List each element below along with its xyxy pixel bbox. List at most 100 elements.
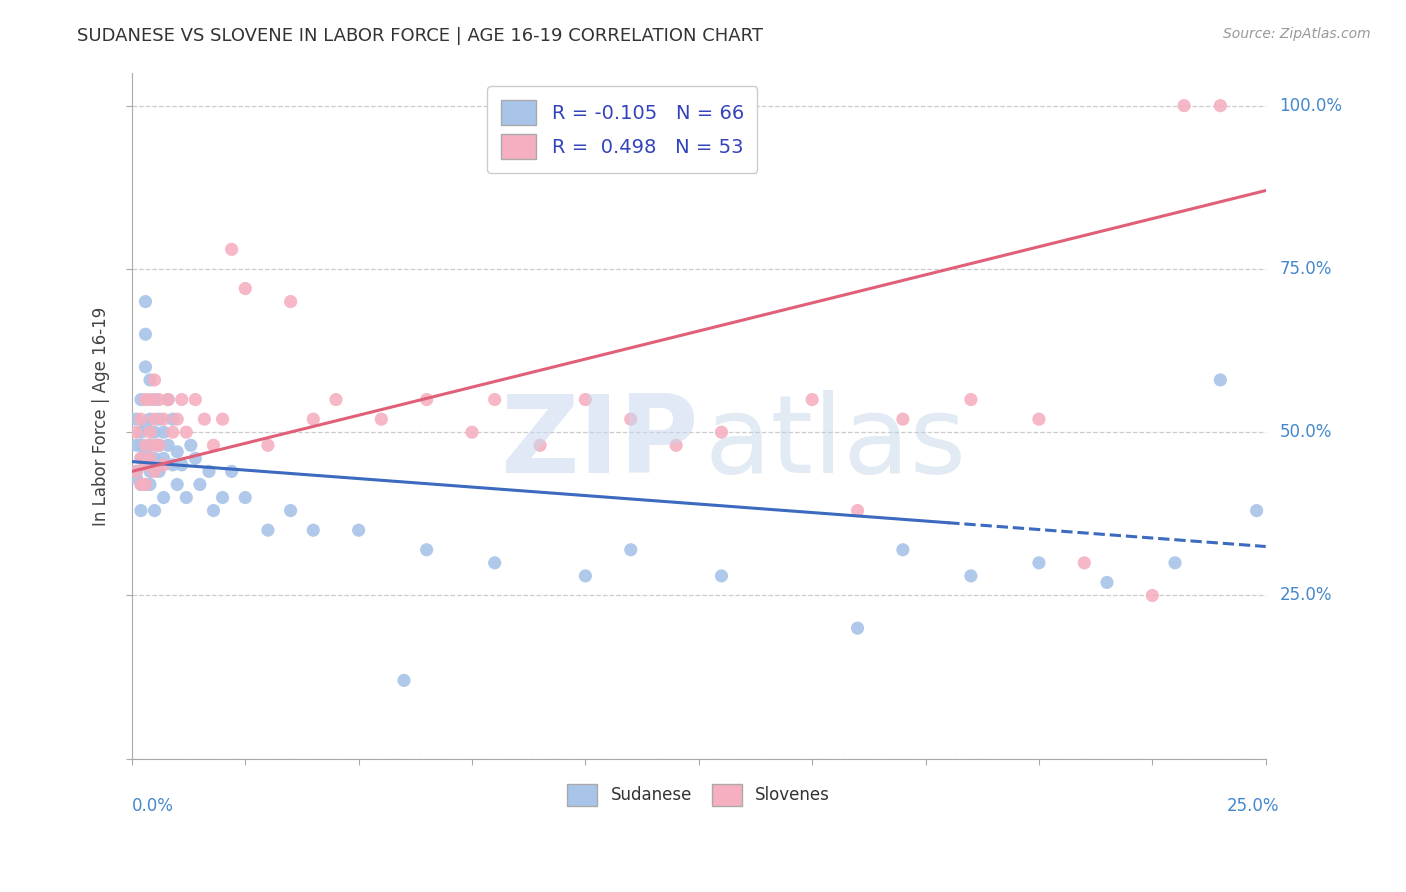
- Point: [134, 458, 156, 472]
- Point: [129, 477, 152, 491]
- Point: [620, 412, 643, 426]
- Point: [157, 392, 180, 407]
- Point: [125, 464, 148, 478]
- Point: [139, 451, 162, 466]
- Text: atlas: atlas: [704, 391, 966, 496]
- Point: [1209, 373, 1232, 387]
- Point: [170, 458, 193, 472]
- Point: [221, 243, 243, 257]
- Point: [143, 438, 166, 452]
- Point: [139, 477, 162, 491]
- Point: [257, 523, 280, 537]
- Point: [152, 412, 174, 426]
- Point: [134, 477, 156, 491]
- Point: [1209, 98, 1232, 112]
- Point: [620, 542, 643, 557]
- Point: [125, 425, 148, 440]
- Text: Source: ZipAtlas.com: Source: ZipAtlas.com: [1223, 27, 1371, 41]
- Point: [162, 458, 184, 472]
- Point: [801, 392, 824, 407]
- Point: [1246, 503, 1268, 517]
- Y-axis label: In Labor Force | Age 16-19: In Labor Force | Age 16-19: [93, 306, 110, 525]
- Point: [143, 412, 166, 426]
- Point: [139, 412, 162, 426]
- Point: [134, 458, 156, 472]
- Point: [129, 392, 152, 407]
- Point: [280, 294, 302, 309]
- Text: 25.0%: 25.0%: [1227, 797, 1279, 814]
- Point: [280, 503, 302, 517]
- Point: [221, 464, 243, 478]
- Point: [152, 451, 174, 466]
- Point: [211, 491, 233, 505]
- Point: [302, 523, 325, 537]
- Point: [143, 503, 166, 517]
- Point: [166, 445, 188, 459]
- Point: [710, 569, 733, 583]
- Point: [1028, 556, 1050, 570]
- Point: [143, 373, 166, 387]
- Point: [157, 392, 180, 407]
- Point: [233, 281, 256, 295]
- Point: [139, 425, 162, 440]
- Point: [148, 438, 170, 452]
- Text: 75.0%: 75.0%: [1279, 260, 1331, 278]
- Point: [710, 425, 733, 440]
- Text: 50.0%: 50.0%: [1279, 423, 1331, 442]
- Point: [574, 392, 596, 407]
- Point: [325, 392, 347, 407]
- Point: [170, 392, 193, 407]
- Point: [233, 491, 256, 505]
- Point: [125, 412, 148, 426]
- Point: [139, 392, 162, 407]
- Point: [129, 451, 152, 466]
- Point: [143, 464, 166, 478]
- Point: [166, 477, 188, 491]
- Point: [846, 503, 869, 517]
- Point: [129, 503, 152, 517]
- Point: [134, 438, 156, 452]
- Point: [152, 491, 174, 505]
- Point: [134, 359, 156, 374]
- Point: [1073, 556, 1095, 570]
- Point: [139, 438, 162, 452]
- Point: [143, 392, 166, 407]
- Point: [148, 464, 170, 478]
- Point: [891, 412, 914, 426]
- Point: [302, 412, 325, 426]
- Point: [415, 392, 437, 407]
- Point: [891, 542, 914, 557]
- Point: [1173, 98, 1195, 112]
- Text: ZIP: ZIP: [501, 391, 699, 496]
- Point: [152, 458, 174, 472]
- Point: [174, 491, 197, 505]
- Point: [484, 556, 506, 570]
- Point: [1164, 556, 1187, 570]
- Point: [665, 438, 688, 452]
- Point: [188, 477, 211, 491]
- Point: [180, 438, 202, 452]
- Point: [960, 569, 983, 583]
- Point: [143, 451, 166, 466]
- Point: [370, 412, 392, 426]
- Point: [129, 451, 152, 466]
- Point: [1028, 412, 1050, 426]
- Point: [139, 464, 162, 478]
- Point: [162, 425, 184, 440]
- Point: [125, 471, 148, 485]
- Point: [184, 451, 207, 466]
- Point: [529, 438, 551, 452]
- Text: SUDANESE VS SLOVENE IN LABOR FORCE | AGE 16-19 CORRELATION CHART: SUDANESE VS SLOVENE IN LABOR FORCE | AGE…: [77, 27, 763, 45]
- Point: [134, 294, 156, 309]
- Point: [1095, 575, 1118, 590]
- Text: 0.0%: 0.0%: [132, 797, 174, 814]
- Point: [129, 438, 152, 452]
- Point: [211, 412, 233, 426]
- Point: [960, 392, 983, 407]
- Point: [152, 425, 174, 440]
- Point: [125, 438, 148, 452]
- Point: [148, 438, 170, 452]
- Point: [134, 327, 156, 342]
- Point: [162, 412, 184, 426]
- Point: [484, 392, 506, 407]
